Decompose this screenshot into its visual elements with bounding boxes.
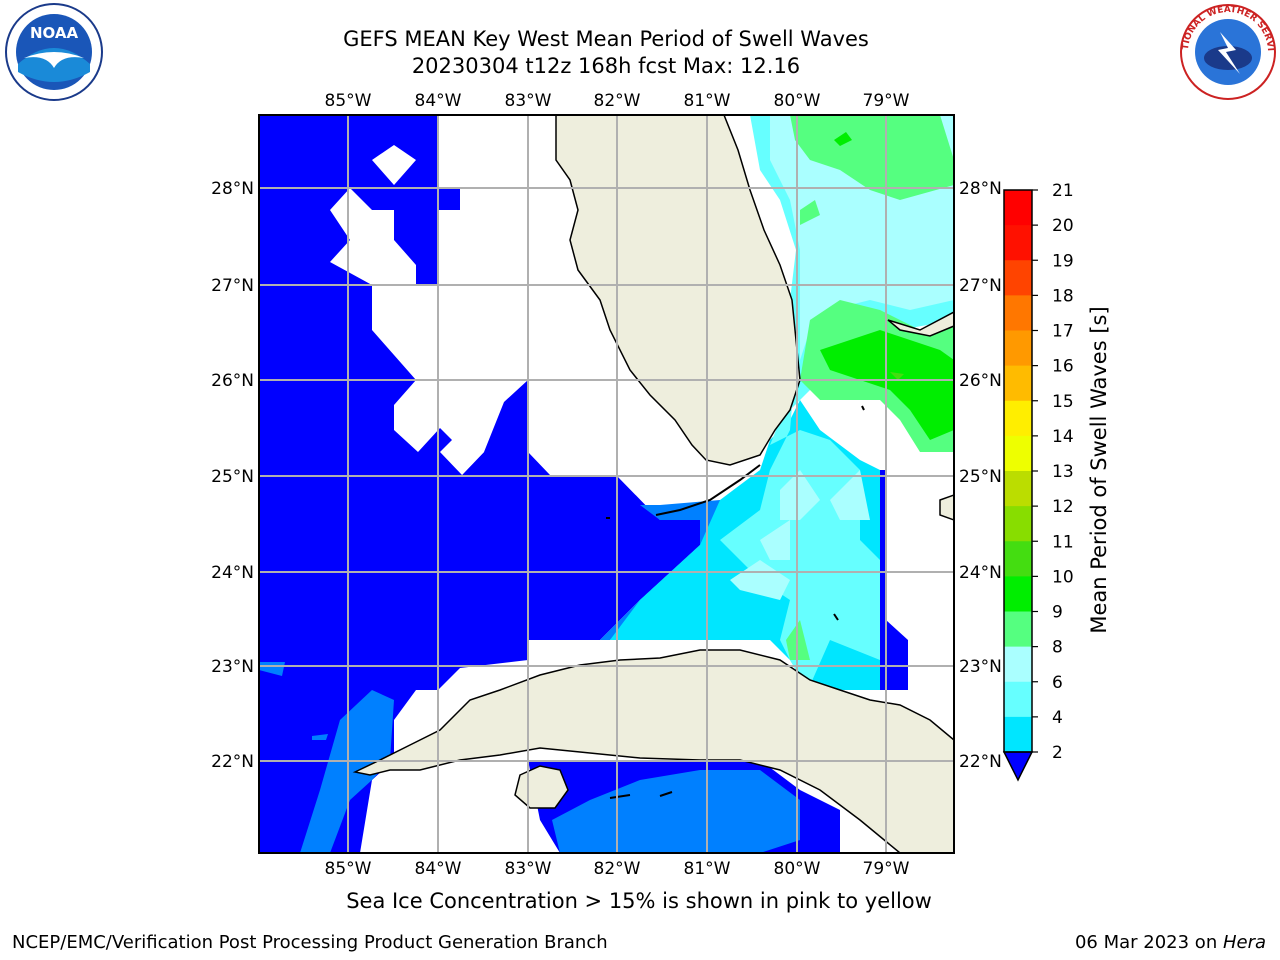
swell-period-11-12 — [820, 132, 954, 440]
colorbar-tick-label: 18 — [1052, 286, 1074, 306]
colorbar-segment — [1004, 506, 1032, 542]
lon-labels-bottom: 85°W 84°W 83°W 82°W 81°W 80°W 79°W — [325, 859, 910, 879]
bahamas-land — [887, 311, 954, 521]
lat-label-right: 26°N — [959, 371, 1002, 391]
sea-ice-caption: Sea Ice Concentration > 15% is shown in … — [346, 889, 932, 913]
lat-label-right: 25°N — [959, 467, 1002, 487]
footer-credit: NCEP/EMC/Verification Post Processing Pr… — [12, 932, 608, 953]
colorbar-segment — [1004, 295, 1032, 331]
colorbar-segment — [1004, 716, 1032, 753]
colorbar-segment — [1004, 365, 1032, 402]
colorbar-tick-label: 17 — [1052, 322, 1074, 342]
lon-label-top: 80°W — [774, 91, 821, 111]
colorbar-segment — [1004, 435, 1032, 472]
swell-period-4-6 — [259, 500, 800, 853]
colorbar-label: Mean Period of Swell Waves [s] — [1087, 306, 1111, 633]
cuba-land — [352, 649, 954, 853]
lat-label-left: 27°N — [211, 276, 254, 296]
swell-period-9-10 — [730, 115, 954, 600]
small-cays — [606, 405, 865, 799]
lon-label-bottom: 81°W — [684, 859, 731, 879]
lon-labels-top: 85°W 84°W 83°W 82°W 81°W 80°W 79°W — [325, 91, 910, 111]
colorbar-tick-label: 13 — [1052, 462, 1074, 482]
lat-label-right: 24°N — [959, 563, 1002, 583]
colorbar-segment — [1004, 471, 1032, 507]
colorbar-segment — [1004, 400, 1032, 437]
lat-label-right: 28°N — [959, 179, 1002, 199]
footer-date: 06 Mar 2023 on Hera — [1075, 932, 1266, 953]
lat-label-right: 23°N — [959, 657, 1002, 677]
colorbar-segment — [1004, 190, 1032, 226]
colorbar-segment — [1004, 541, 1032, 577]
map-subtitle: 20230304 t12z 168h fcst Max: 12.16 — [411, 54, 801, 78]
lat-label-right: 22°N — [959, 752, 1002, 772]
lon-label-bottom: 80°W — [774, 859, 821, 879]
colorbar-tick-label: 21 — [1052, 181, 1074, 201]
colorbar-tick-label: 12 — [1052, 497, 1074, 517]
map-frame — [258, 114, 955, 854]
lon-label-bottom: 79°W — [863, 859, 910, 879]
lon-label-bottom: 83°W — [505, 859, 552, 879]
lat-labels-right: 28°N 27°N 26°N 25°N 24°N 23°N 22°N — [959, 179, 1002, 772]
colorbar-segment — [1004, 330, 1032, 367]
swell-period-10-11 — [786, 115, 954, 660]
nws-logo: NATIONAL WEATHER SERVICE — [1176, 2, 1276, 100]
colorbar-segment — [1004, 260, 1032, 296]
lon-label-top: 83°W — [505, 91, 552, 111]
swell-period-2-4 — [259, 115, 700, 853]
lon-label-bottom: 82°W — [594, 859, 641, 879]
noaa-logo-text: NOAA — [30, 24, 79, 42]
lat-label-left: 28°N — [211, 179, 254, 199]
colorbar-tick-label: 2 — [1052, 743, 1063, 763]
lon-label-top: 84°W — [415, 91, 462, 111]
colorbar-segment — [1004, 681, 1032, 718]
colorbar-segment — [1004, 576, 1032, 612]
lon-label-bottom: 84°W — [415, 859, 462, 879]
colorbar-tick-label: 11 — [1052, 532, 1074, 552]
lat-label-left: 26°N — [211, 371, 254, 391]
lat-label-right: 27°N — [959, 276, 1002, 296]
colorbar-tick-label: 14 — [1052, 427, 1074, 447]
no-data-gulf — [372, 145, 484, 475]
footer-host: Hera — [1222, 932, 1266, 953]
colorbar-tick-label: 10 — [1052, 567, 1074, 587]
colorbar-segment — [1004, 225, 1032, 261]
map-title: GEFS MEAN Key West Mean Period of Swell … — [343, 27, 869, 51]
lon-label-top: 85°W — [325, 91, 372, 111]
lat-labels-left: 28°N 27°N 26°N 25°N 24°N 23°N 22°N — [211, 179, 254, 772]
colorbar-extend-arrow — [1002, 751, 1034, 782]
colorbar: 2 4 6 8 9 10 11 12 13 14 15 16 17 18 19 20 21 — [1002, 181, 1074, 782]
lat-label-left: 25°N — [211, 467, 254, 487]
lon-label-bottom: 85°W — [325, 859, 372, 879]
colorbar-segment — [1004, 611, 1032, 648]
colorbar-tick-label: 15 — [1052, 392, 1074, 412]
colorbar-tick-label: 19 — [1052, 251, 1074, 271]
colorbar-tick-label: 4 — [1052, 708, 1063, 728]
colorbar-tick-label: 16 — [1052, 357, 1074, 377]
lon-label-top: 79°W — [863, 91, 910, 111]
colorbar-tick-label: 9 — [1052, 603, 1063, 623]
lon-label-top: 81°W — [684, 91, 731, 111]
map-area — [259, 115, 954, 853]
lat-label-left: 22°N — [211, 752, 254, 772]
footer-date-text: 06 Mar 2023 on — [1074, 932, 1223, 953]
colorbar-tick-label: 8 — [1052, 638, 1063, 658]
noaa-logo: NOAA — [5, 3, 103, 101]
colorbar-segment — [1004, 646, 1032, 683]
lat-label-left: 24°N — [211, 563, 254, 583]
colorbar-tick-label: 20 — [1052, 216, 1074, 236]
graticule — [259, 115, 954, 853]
swell-period-12-13 — [890, 372, 904, 380]
colorbar-tick-label: 6 — [1052, 673, 1063, 693]
lat-label-left: 23°N — [211, 657, 254, 677]
lon-label-top: 82°W — [594, 91, 641, 111]
